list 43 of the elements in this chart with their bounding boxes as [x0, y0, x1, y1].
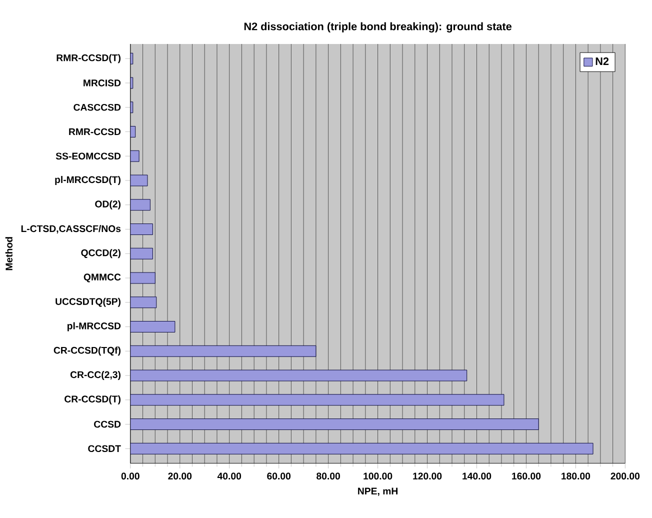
y-tick-label: CR-CC(2,3)	[70, 370, 120, 380]
x-tick-label: 160.00	[512, 472, 541, 480]
legend-label: N2	[596, 57, 609, 65]
y-tick-label: CASCCSD	[74, 104, 121, 111]
bar	[130, 394, 504, 406]
x-tick-label: 180.00	[562, 472, 590, 480]
y-tick-label: CR-CCSD(TQf)	[54, 346, 120, 356]
bar	[130, 320, 176, 332]
y-tick-label: pl-MRCCSD	[68, 322, 121, 332]
x-tick-label: 40.00	[217, 472, 242, 480]
x-tick-label: 20.00	[168, 472, 192, 480]
bar	[130, 418, 539, 430]
x-tick-label: 100.00	[364, 472, 392, 480]
bar	[130, 199, 150, 211]
x-tick-label: 0.00	[121, 472, 140, 480]
x-tick-label: 120.00	[413, 472, 442, 480]
bar	[130, 442, 594, 454]
chart-title: N2 dissociation (triple bond breaking): ground state	[244, 22, 512, 32]
x-tick-label: 140.00	[462, 472, 492, 480]
bar	[130, 370, 468, 382]
x-tick-label: 60.00	[267, 472, 291, 480]
y-tick-label: pl-MRCCSD(T)	[55, 176, 121, 185]
y-tick-label: MRCISD	[84, 79, 121, 86]
y-tick-label: UCCSDTQ(5P)	[56, 298, 120, 307]
bar	[130, 296, 157, 308]
x-tick-label: 200.00	[610, 472, 640, 480]
x-axis-title: NPE, mH	[358, 488, 398, 496]
bar	[130, 223, 153, 235]
y-tick-label: OD(2)	[95, 200, 121, 210]
y-tick-label: L-CTSD,CASSCF/NOs	[21, 224, 121, 234]
y-tick-label: QMMCC	[84, 274, 121, 282]
y-axis-title: Method	[5, 237, 12, 270]
y-tick-label: QCCD(2)	[81, 249, 120, 258]
bar	[130, 345, 316, 357]
y-tick-label: CCSDT	[88, 445, 121, 452]
bar	[130, 248, 153, 260]
y-tick-label: SS-EOMCCSD	[56, 152, 121, 160]
x-tick-label: 80.00	[316, 472, 340, 480]
y-tick-label: RMR-CCSD(T)	[56, 54, 120, 64]
y-tick-label: RMR-CCSD	[69, 128, 121, 136]
y-tick-label: CCSD	[94, 420, 121, 428]
bar	[130, 272, 156, 284]
y-tick-label: CR-CCSD(T)	[64, 395, 120, 404]
